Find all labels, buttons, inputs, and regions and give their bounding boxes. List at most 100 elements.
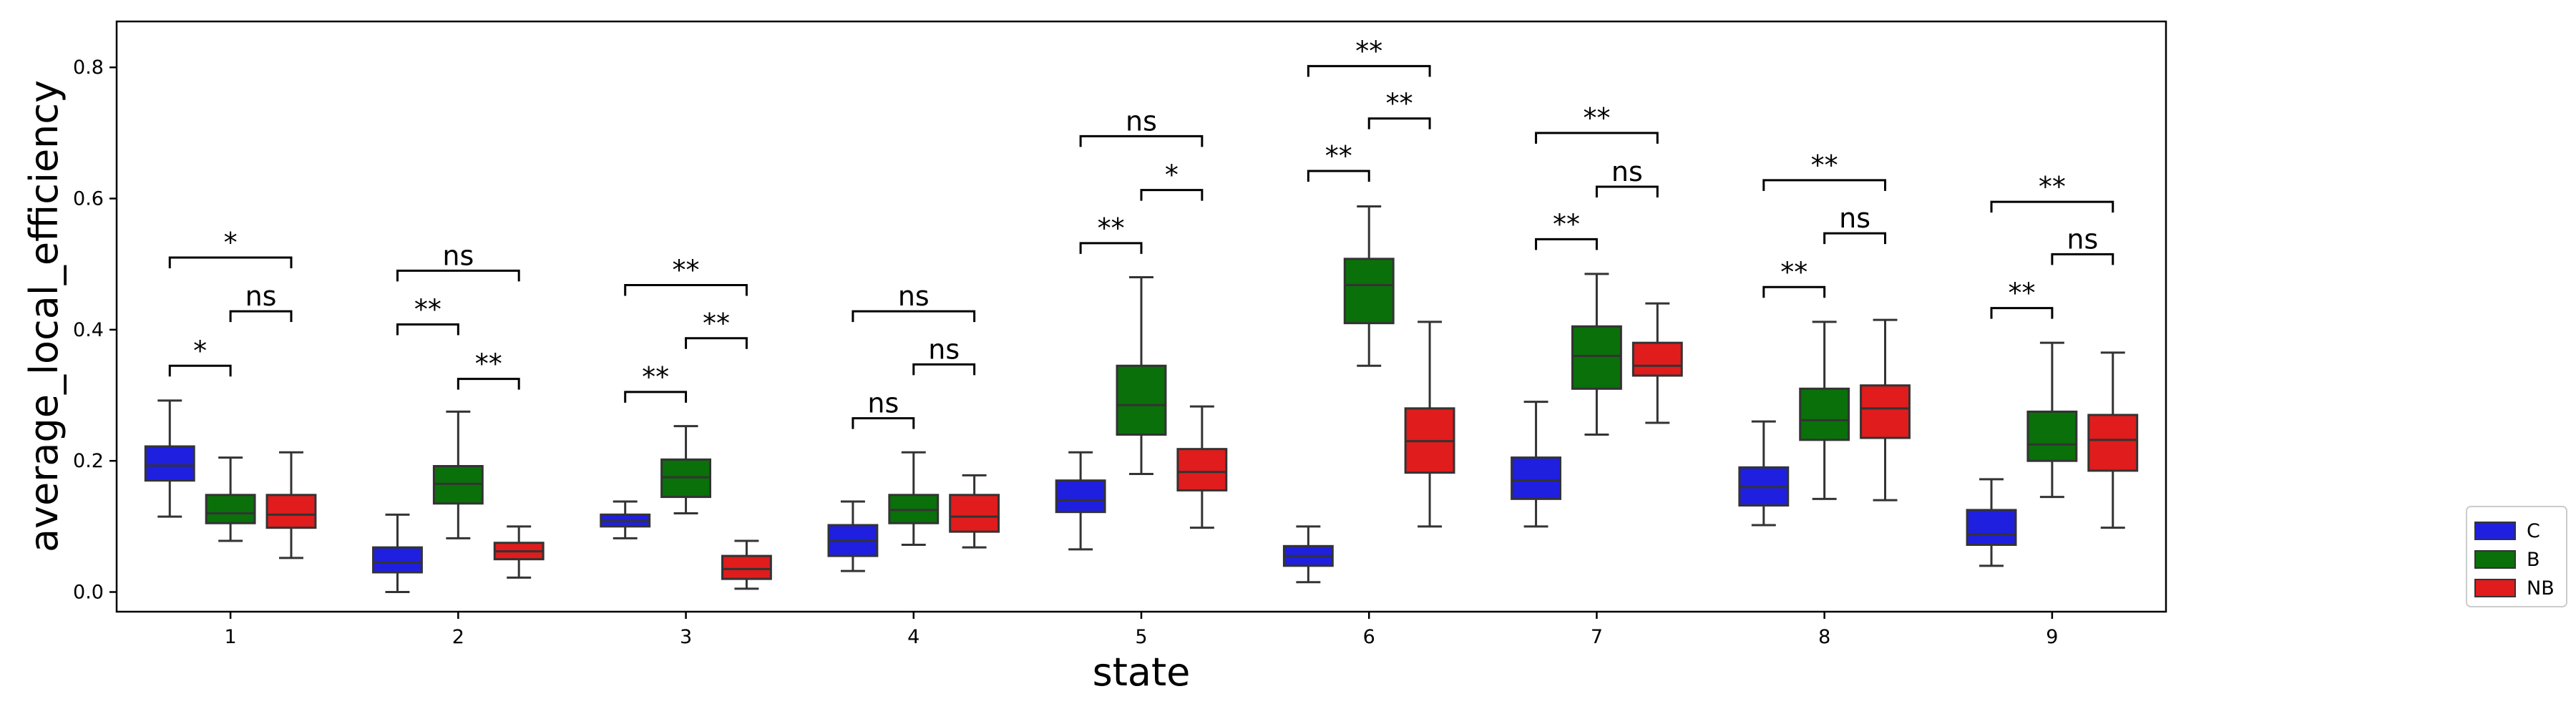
box-group-C-7 xyxy=(1511,401,1562,528)
box-group-NB-7 xyxy=(1631,302,1683,424)
bracket-line xyxy=(624,284,748,296)
box-group-NB-9 xyxy=(2087,351,2139,529)
significance-bracket: ns xyxy=(1079,105,1204,147)
significance-bracket: ** xyxy=(1762,256,1826,298)
box-group-C-8 xyxy=(1738,420,1790,527)
significance-label: ns xyxy=(898,280,930,312)
significance-bracket: ** xyxy=(1307,140,1370,182)
bracket-line xyxy=(1990,307,2054,319)
bracket-line xyxy=(852,310,976,323)
box-iqr xyxy=(265,494,317,529)
bracket-line xyxy=(1079,242,1143,254)
significance-label: * xyxy=(224,227,238,258)
significance-bracket: * xyxy=(1140,160,1204,201)
bracket-line xyxy=(624,391,688,403)
x-tick-label: 1 xyxy=(225,626,237,648)
box-group-C-9 xyxy=(1966,478,2017,567)
box-iqr xyxy=(1966,509,2017,547)
box-iqr xyxy=(949,494,1000,533)
significance-label: ** xyxy=(1355,35,1382,67)
box-group-C-6 xyxy=(1282,525,1334,584)
significance-bracket: ** xyxy=(457,348,520,390)
x-axis-title: state xyxy=(1093,650,1191,695)
significance-label: ** xyxy=(1386,88,1413,119)
box-iqr xyxy=(1571,325,1622,390)
significance-label: ** xyxy=(2008,278,2035,309)
significance-bracket: ns xyxy=(852,280,976,323)
significance-label: ** xyxy=(475,348,502,380)
box-iqr xyxy=(1799,387,1850,441)
box-iqr xyxy=(2026,410,2078,462)
significance-bracket: ** xyxy=(685,308,748,349)
legend-swatch xyxy=(2474,550,2516,569)
box-group-C-1 xyxy=(144,399,195,518)
x-tick-label: 7 xyxy=(1591,626,1603,648)
significance-label: ns xyxy=(1839,202,1870,234)
x-tick-label: 6 xyxy=(1363,626,1375,648)
significance-bracket: ** xyxy=(1367,88,1431,129)
x-tick-label: 4 xyxy=(907,626,919,648)
marks-layer: *ns*****ns******nsnsns***ns********ns***… xyxy=(144,35,2139,593)
significance-label: ns xyxy=(245,280,277,312)
significance-label: ns xyxy=(2067,223,2098,255)
box-iqr xyxy=(1055,479,1106,514)
box-group-C-4 xyxy=(827,500,879,572)
bracket-line xyxy=(1762,179,1887,191)
significance-label: ** xyxy=(642,361,669,393)
box-iqr xyxy=(1343,258,1395,325)
x-tick-label: 9 xyxy=(2046,626,2058,648)
bracket-line xyxy=(457,378,520,390)
significance-bracket: ns xyxy=(229,280,293,323)
x-tick-label: 2 xyxy=(452,626,464,648)
bracket-line xyxy=(396,323,459,336)
significance-label: ** xyxy=(1325,140,1352,172)
significance-bracket: ns xyxy=(852,388,915,429)
significance-bracket: * xyxy=(168,335,232,377)
significance-bracket: ** xyxy=(1990,171,2114,213)
significance-bracket: ns xyxy=(2051,223,2114,265)
significance-bracket: ** xyxy=(1535,208,1598,250)
significance-label: ns xyxy=(1611,156,1643,187)
box-group-NB-6 xyxy=(1404,321,1455,528)
bracket-line xyxy=(1595,185,1659,197)
bracket-line xyxy=(1535,238,1598,250)
box-group-B-9 xyxy=(2026,341,2078,499)
significance-label: ** xyxy=(673,255,700,286)
significance-label: ** xyxy=(1583,102,1610,134)
box-group-NB-5 xyxy=(1176,405,1228,529)
significance-bracket: ns xyxy=(396,240,520,282)
box-group-C-5 xyxy=(1055,451,1106,551)
significance-label: ns xyxy=(1126,105,1157,137)
box-iqr xyxy=(1860,384,1911,439)
significance-label: ** xyxy=(2039,171,2066,202)
significance-bracket: ** xyxy=(1535,102,1659,144)
box-group-B-2 xyxy=(432,410,484,539)
bracket-line xyxy=(1079,134,1204,147)
significance-label: ** xyxy=(1553,208,1580,240)
significance-bracket: ns xyxy=(1595,156,1659,197)
bracket-line xyxy=(229,310,293,323)
legend-swatch xyxy=(2474,579,2516,597)
box-group-NB-3 xyxy=(721,539,772,590)
box-iqr xyxy=(1631,341,1683,377)
box-group-B-8 xyxy=(1799,321,1850,500)
significance-label: ** xyxy=(1098,212,1125,244)
significance-bracket: ** xyxy=(1079,212,1143,254)
box-group-NB-8 xyxy=(1860,318,1911,502)
significance-bracket: ** xyxy=(1307,35,1431,77)
bracket-line xyxy=(912,363,976,376)
x-tick-label: 5 xyxy=(1135,626,1147,648)
significance-bracket: ** xyxy=(624,255,748,296)
significance-label: ns xyxy=(928,333,960,365)
significance-label: ** xyxy=(414,294,441,326)
box-group-NB-1 xyxy=(265,451,317,559)
bracket-line xyxy=(1990,200,2114,213)
bracket-line xyxy=(1762,285,1826,298)
significance-bracket: ** xyxy=(396,294,459,336)
bracket-line xyxy=(2051,253,2114,265)
legend-label: C xyxy=(2527,520,2540,542)
bracket-line xyxy=(1535,132,1659,144)
